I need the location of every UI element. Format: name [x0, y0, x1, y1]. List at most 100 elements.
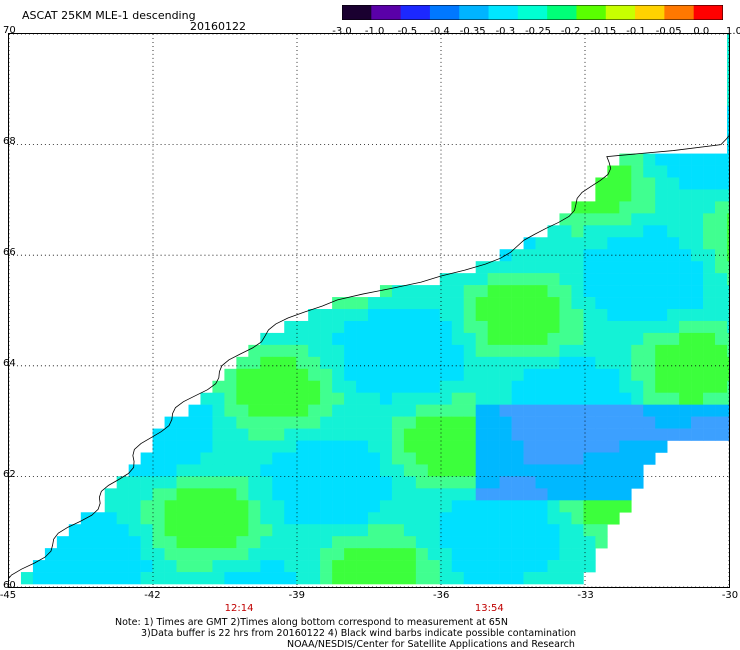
field-cell — [260, 356, 273, 370]
field-cell — [439, 273, 453, 286]
field-cell — [344, 488, 357, 501]
field-cell — [308, 572, 321, 585]
field-cell — [727, 117, 729, 130]
field-cell — [727, 93, 729, 107]
field-cell — [415, 285, 429, 298]
field-cell — [691, 225, 704, 238]
field-cell — [403, 548, 417, 561]
field-cell — [260, 476, 273, 489]
field-cell — [607, 440, 620, 453]
field-cell — [511, 476, 524, 489]
field-cell — [344, 548, 357, 561]
field-cell — [32, 572, 46, 585]
field-cell — [344, 428, 357, 441]
field-cell — [487, 380, 500, 394]
field-cell — [607, 332, 620, 346]
field-cell — [224, 368, 237, 382]
field-cell — [427, 428, 441, 441]
field-cell — [499, 273, 512, 286]
field-cell — [152, 488, 165, 501]
field-cell — [248, 488, 261, 501]
field-cell — [559, 476, 572, 489]
field-cell — [643, 297, 656, 310]
field-cell — [583, 464, 596, 477]
field-cell — [368, 440, 381, 453]
field-cell — [631, 237, 644, 250]
field-cell — [403, 572, 417, 585]
field-cell — [236, 488, 249, 501]
field-cell — [463, 309, 477, 322]
field-cell — [368, 380, 381, 394]
field-cell — [691, 189, 704, 202]
field-cell — [583, 548, 596, 561]
field-cell — [403, 524, 417, 537]
field-cell — [248, 344, 261, 358]
field-cell — [439, 488, 453, 501]
field-cell — [104, 500, 117, 513]
field-cell — [631, 309, 644, 322]
field-cell — [727, 69, 729, 83]
field-cell — [547, 249, 560, 262]
field-cell — [439, 285, 453, 298]
field-cell — [667, 153, 680, 166]
field-cell — [691, 416, 704, 429]
field-cell — [607, 261, 620, 274]
field-cell — [272, 428, 285, 441]
field-cell — [391, 440, 405, 453]
field-cell — [535, 392, 548, 405]
field-cell — [547, 225, 560, 238]
field-cell — [547, 320, 560, 334]
field-cell — [667, 404, 680, 417]
field-cell — [248, 500, 261, 513]
field-cell — [391, 285, 405, 298]
field-cell — [284, 344, 297, 358]
field-cell — [116, 548, 129, 561]
field-cell — [427, 356, 441, 370]
field-cell — [583, 524, 596, 537]
field-cell — [727, 81, 729, 95]
field-cell — [92, 572, 106, 585]
field-cell — [200, 440, 213, 453]
field-cell — [595, 536, 608, 549]
field-cell — [320, 488, 333, 501]
field-cell — [164, 572, 177, 585]
field-cell — [583, 237, 596, 250]
field-cell — [296, 320, 309, 334]
field-cell — [607, 297, 620, 310]
field-cell — [703, 368, 716, 382]
field-cell — [451, 297, 465, 310]
field-cell — [439, 428, 453, 441]
field-cell — [308, 392, 321, 405]
field-cell — [415, 572, 429, 585]
field-cell — [571, 356, 584, 370]
field-cell — [523, 488, 536, 501]
field-cell — [427, 440, 441, 453]
field-cell — [344, 332, 357, 346]
field-cell — [439, 380, 453, 394]
field-cell — [487, 452, 500, 465]
field-cell — [511, 344, 524, 358]
field-cell — [80, 512, 94, 525]
field-cell — [547, 416, 560, 429]
field-cell — [224, 380, 237, 394]
field-cell — [715, 225, 728, 238]
field-cell — [272, 440, 285, 453]
field-cell — [200, 500, 213, 513]
field-cell — [715, 344, 728, 358]
field-cell — [320, 356, 333, 370]
field-cell — [140, 452, 153, 465]
field-cell — [260, 560, 273, 573]
field-cell — [619, 237, 632, 250]
field-cell — [715, 285, 728, 298]
field-cell — [200, 548, 213, 561]
field-cell — [272, 368, 285, 382]
field-cell — [643, 452, 656, 465]
field-cell — [487, 344, 500, 358]
field-cell — [475, 392, 488, 405]
field-cell — [451, 320, 465, 334]
field-cell — [236, 428, 249, 441]
field-cell — [727, 225, 729, 238]
field-cell — [344, 536, 357, 549]
field-cell — [499, 572, 512, 585]
field-cell — [727, 320, 729, 334]
